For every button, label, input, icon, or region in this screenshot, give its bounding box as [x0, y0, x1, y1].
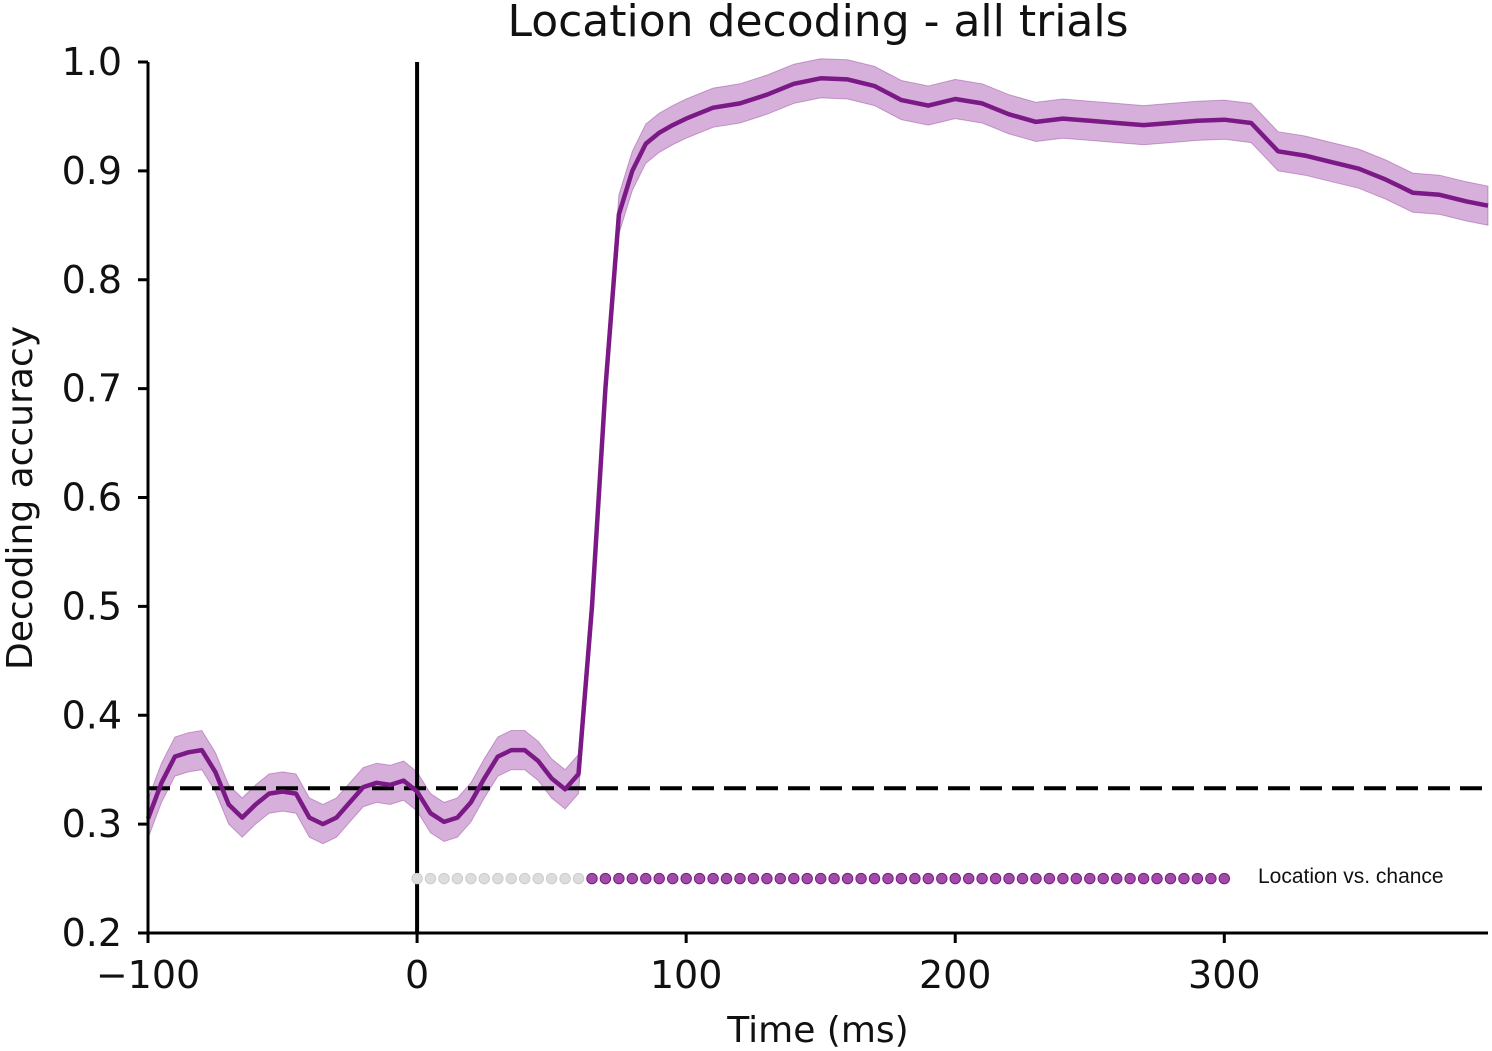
y-tick-label: 0.4	[62, 693, 122, 737]
significant-dot	[895, 872, 908, 885]
y-ticks-layer: 0.2 0.3 0.4 0.5 0.6 0.7 0.8 0.9 1.0	[62, 40, 148, 955]
significant-dot	[1097, 872, 1109, 885]
significant-dot	[640, 872, 652, 885]
nonsignificant-dot	[411, 872, 423, 885]
x-axis-title: Time (ms)	[726, 1010, 908, 1051]
x-tick-label: −100	[96, 953, 200, 997]
y-tick-label: 0.8	[62, 258, 122, 302]
y-tick-label: 1.0	[62, 40, 122, 84]
nonsignificant-dot	[424, 872, 437, 885]
significant-dot	[1124, 872, 1136, 885]
x-tick-label: 100	[650, 953, 723, 997]
significant-dot	[761, 872, 773, 885]
significant-dot	[1016, 872, 1029, 885]
significant-dot	[747, 872, 760, 885]
nonsignificant-dot	[465, 872, 477, 885]
significant-dot	[1070, 872, 1083, 885]
significant-dot	[1218, 872, 1231, 885]
significant-dot	[1164, 872, 1177, 885]
x-tick-label: 200	[919, 953, 992, 997]
significant-dot	[599, 872, 612, 885]
significant-dot	[1057, 872, 1069, 885]
nonsignificant-dot	[532, 872, 544, 885]
significant-dot	[653, 872, 665, 885]
significant-dot	[1003, 872, 1015, 885]
significance-dots-layer	[411, 872, 1231, 885]
significant-dot	[815, 872, 827, 885]
significant-dot	[989, 872, 1002, 885]
y-tick-label: 0.5	[62, 584, 122, 628]
y-axis-title: Decoding accuracy	[0, 326, 41, 670]
x-ticks-layer: −100 0 100 200 300	[96, 933, 1261, 997]
significant-dot	[882, 872, 894, 885]
significant-dot	[922, 872, 934, 885]
nonsignificant-dot	[438, 872, 450, 885]
significant-dot	[976, 872, 988, 885]
nonsignificant-dot	[451, 872, 464, 885]
significant-dot	[841, 872, 854, 885]
nonsignificant-dot	[478, 872, 490, 885]
significant-dot	[693, 872, 706, 885]
significant-dot	[949, 872, 961, 885]
significant-dot	[855, 872, 867, 885]
series-0-error-band	[147, 58, 1489, 845]
y-tick-label: 0.2	[62, 911, 122, 955]
nonsignificant-dot	[519, 872, 531, 885]
y-tick-label: 0.7	[62, 367, 122, 411]
significant-dot	[909, 872, 921, 885]
y-tick-label: 0.3	[62, 802, 122, 846]
x-tick-label: 0	[405, 953, 429, 997]
error-band-layer	[147, 58, 1489, 845]
significant-dot	[1030, 872, 1042, 885]
significant-dot	[1043, 872, 1056, 885]
nonsignificant-dot	[505, 872, 517, 885]
significant-dot	[828, 872, 840, 885]
significant-dot	[1178, 872, 1190, 885]
significant-dot	[801, 872, 813, 885]
significant-dot	[680, 872, 692, 885]
significant-dot	[613, 872, 625, 885]
series-line-layer	[145, 76, 1489, 827]
nonsignificant-dot	[545, 872, 558, 885]
significant-dot	[1191, 872, 1204, 885]
significant-dot	[1205, 872, 1217, 885]
y-tick-label: 0.6	[62, 476, 122, 520]
significant-dot	[720, 872, 733, 885]
series-0-line	[145, 76, 1489, 827]
significant-dot	[936, 872, 948, 885]
significant-dot	[1151, 872, 1163, 885]
significant-dot	[586, 872, 598, 885]
significant-dot	[788, 872, 800, 885]
nonsignificant-dot	[559, 872, 571, 885]
significant-dot	[774, 872, 786, 885]
significance-label: Location vs. chance	[1258, 865, 1444, 888]
significant-dot	[963, 872, 975, 885]
significant-dot	[1137, 872, 1150, 885]
x-tick-label: 300	[1188, 953, 1261, 997]
significant-dot	[626, 872, 638, 885]
significant-dot	[868, 872, 881, 885]
significant-dot	[667, 872, 679, 885]
significant-dot	[734, 872, 746, 885]
nonsignificant-dot	[492, 872, 504, 885]
nonsignificant-dot	[572, 872, 585, 885]
significant-dot	[1084, 872, 1096, 885]
chart-title: Location decoding - all trials	[507, 0, 1128, 47]
y-tick-label: 0.9	[62, 149, 122, 193]
significant-dot	[707, 872, 719, 885]
significant-dot	[1111, 872, 1123, 885]
